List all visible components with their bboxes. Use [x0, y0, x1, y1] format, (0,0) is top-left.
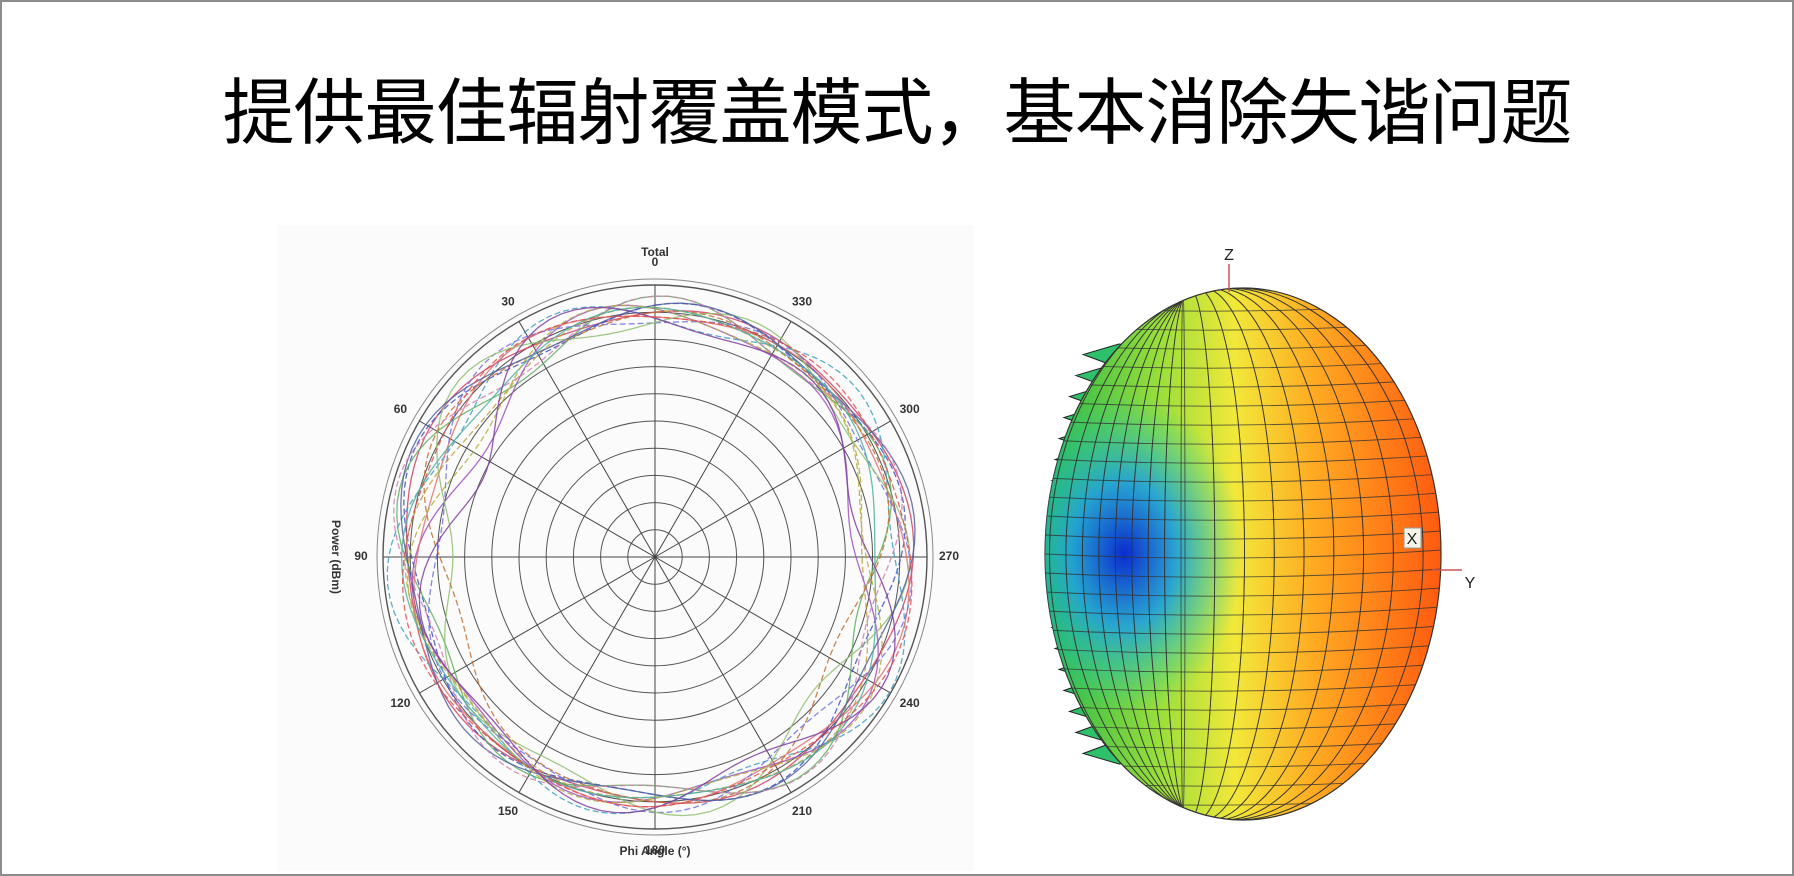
parallel — [1045, 587, 1441, 597]
angle-label: 30 — [501, 295, 515, 309]
outer-ring — [376, 278, 934, 836]
parallel — [1045, 435, 1441, 445]
pattern-curve — [418, 306, 896, 814]
meridian — [1114, 288, 1305, 820]
angle-label: 120 — [390, 696, 410, 710]
angle-label: 270 — [939, 549, 959, 563]
parallel — [1045, 397, 1441, 407]
parallel — [1045, 625, 1441, 635]
pattern-curve — [400, 302, 916, 802]
angle-label: 60 — [394, 402, 408, 416]
parallel — [1045, 492, 1441, 502]
parallel — [1045, 644, 1441, 654]
slide-title: 提供最佳辐射覆盖模式，基本消除失谐问题 — [222, 71, 1572, 155]
pattern-curve — [401, 315, 913, 808]
meridian — [1164, 288, 1216, 820]
parallel — [1045, 454, 1441, 464]
parallel — [1045, 720, 1441, 730]
parallel — [1045, 701, 1441, 711]
parallel — [1045, 511, 1441, 521]
parallel — [1045, 663, 1441, 673]
angle-label: 330 — [792, 295, 812, 309]
meridian — [1081, 288, 1365, 820]
pattern-3d: Z X Y — [1044, 247, 1476, 821]
grid-spoke — [518, 556, 656, 793]
pattern-curve — [400, 306, 877, 799]
angle-label: 240 — [900, 696, 920, 710]
parallel — [1045, 473, 1441, 483]
lobe-null — [1045, 288, 1441, 820]
grid-spoke — [654, 321, 792, 558]
meridian — [1131, 288, 1275, 820]
grid-spoke — [654, 420, 891, 558]
polar-title: Total — [641, 245, 669, 259]
y-label: Y — [1465, 575, 1476, 592]
angle-label: 0 — [652, 255, 659, 269]
angle-label: 150 — [498, 804, 518, 818]
grid-spoke — [654, 556, 792, 793]
parallel — [1045, 378, 1441, 388]
pattern-curve — [393, 295, 903, 794]
parallel — [1045, 568, 1441, 578]
angle-label: 210 — [792, 804, 812, 818]
x-label: X — [1407, 531, 1418, 548]
pattern-curve — [407, 304, 883, 804]
angle-label: 300 — [900, 402, 920, 416]
grid-spoke — [419, 556, 656, 694]
radial-axis-label: Power (dBm) — [329, 520, 343, 594]
pattern-curve — [403, 302, 906, 802]
z-label: Z — [1224, 247, 1234, 264]
meridian — [1065, 288, 1394, 820]
meridian — [1098, 288, 1335, 820]
parallel — [1045, 606, 1441, 616]
parallel — [1045, 416, 1441, 426]
meridian — [1180, 288, 1186, 820]
meridian — [1147, 288, 1245, 820]
angle-label: 180 — [645, 843, 665, 857]
polar-panel — [277, 225, 974, 871]
angle-label: 90 — [354, 549, 368, 563]
pattern-curve — [423, 310, 890, 804]
parallel — [1045, 682, 1441, 692]
x-box — [1403, 527, 1422, 549]
parallel — [1045, 549, 1441, 559]
grid-spoke — [419, 420, 656, 558]
mesh — [1045, 288, 1441, 820]
parallel — [1045, 530, 1441, 540]
pattern-curve — [427, 321, 913, 814]
polar-plot: 0 30 60 90 120 150 180 210 240 270 300 330 Total Phi … — [329, 245, 959, 858]
angle-axis-label: Phi Angle (°) — [619, 844, 690, 858]
